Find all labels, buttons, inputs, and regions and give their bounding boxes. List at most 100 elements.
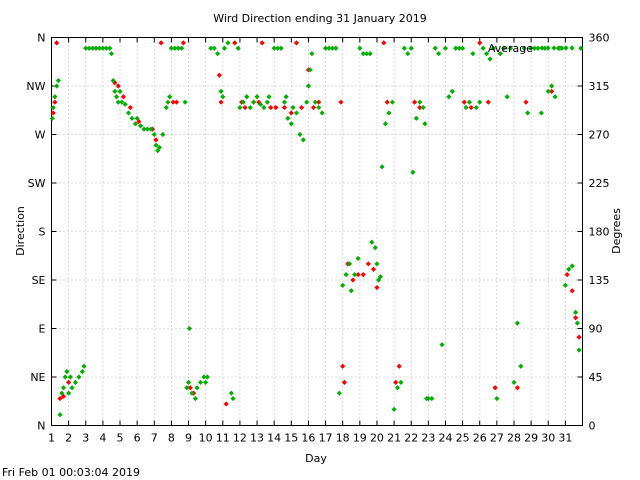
data-point: [144, 126, 151, 132]
chart-title: Wird Direction ending 31 January 2019: [213, 12, 427, 25]
data-point: [232, 40, 238, 46]
data-point: [137, 123, 144, 129]
data-point: [288, 110, 294, 116]
data-point: [60, 385, 67, 391]
data-point: [377, 274, 383, 280]
data-point: [410, 169, 416, 175]
data-point: [417, 99, 423, 105]
data-point: [521, 45, 527, 51]
y-axis-label-right: Degrees: [610, 208, 623, 254]
x-tick-label: 4: [99, 432, 106, 445]
data-point: [333, 45, 339, 51]
data-point: [523, 99, 529, 105]
data-point: [466, 99, 473, 105]
data-point: [50, 110, 56, 116]
data-point: [566, 266, 572, 272]
data-point: [158, 40, 164, 46]
data-point: [160, 131, 166, 138]
data-point: [514, 320, 521, 326]
series-1: [50, 40, 582, 407]
x-tick-label: 3: [82, 432, 89, 445]
data-point: [338, 99, 344, 105]
data-point: [309, 51, 315, 57]
data-point: [285, 115, 291, 121]
data-point: [76, 374, 82, 380]
data-point: [69, 385, 75, 391]
data-point: [107, 45, 113, 51]
data-point: [127, 104, 133, 111]
legend-marker: [539, 45, 545, 51]
data-point: [173, 99, 180, 105]
data-point: [122, 101, 128, 107]
data-point: [275, 45, 281, 51]
data-point: [538, 110, 544, 116]
data-point: [329, 45, 336, 51]
data-point: [453, 45, 459, 51]
data-point: [244, 94, 250, 100]
legend-marker: [551, 45, 557, 51]
data-point: [208, 45, 214, 51]
data-point: [242, 104, 248, 111]
data-point: [266, 94, 272, 100]
y-tick-label-left: SE: [32, 274, 46, 287]
y-tick-label-left: NW: [26, 80, 45, 93]
data-point: [549, 88, 555, 94]
data-point: [468, 104, 474, 111]
data-point: [370, 266, 377, 272]
data-point: [221, 45, 228, 51]
data-point: [257, 101, 264, 107]
data-point: [569, 288, 575, 294]
data-point: [230, 395, 236, 402]
x-tick-label: 1: [48, 432, 55, 445]
data-point: [96, 45, 103, 51]
data-point: [490, 45, 497, 51]
data-point: [247, 104, 253, 111]
x-tick-label: 28: [507, 432, 521, 445]
y-tick-label-right: 315: [589, 80, 610, 93]
data-point: [369, 239, 375, 245]
y-tick-label-left: S: [39, 226, 46, 239]
x-tick-label: 23: [421, 432, 435, 445]
data-point: [237, 104, 243, 111]
data-point: [470, 51, 476, 57]
x-tick-label: 17: [319, 432, 333, 445]
data-point: [477, 99, 483, 105]
data-point: [72, 379, 79, 385]
data-point: [569, 263, 575, 269]
data-point: [576, 347, 582, 353]
data-point: [442, 45, 449, 51]
data-point: [316, 104, 322, 111]
grid: [51, 37, 583, 426]
legend-label: Average: [488, 42, 533, 55]
data-point: [264, 99, 270, 105]
data-point: [367, 51, 373, 57]
data-point: [172, 45, 178, 51]
y-tick-label-right: 225: [589, 177, 610, 190]
x-tick-label: 31: [558, 432, 572, 445]
data-point: [389, 99, 395, 105]
data-point: [497, 51, 503, 57]
legend: Average: [488, 42, 575, 55]
data-point: [549, 83, 555, 89]
data-points: [49, 40, 584, 418]
data-point: [170, 99, 176, 105]
data-point: [273, 104, 279, 111]
data-point: [220, 94, 226, 100]
data-point: [186, 325, 192, 332]
data-point: [57, 395, 63, 402]
data-point: [412, 99, 418, 105]
data-point: [573, 309, 579, 315]
data-point: [439, 342, 445, 348]
data-point: [545, 88, 551, 94]
x-tick-label: 21: [387, 432, 401, 445]
data-point: [288, 121, 294, 127]
data-point: [355, 272, 361, 278]
data-point: [346, 261, 353, 267]
data-point: [49, 115, 55, 121]
x-tick-label: 19: [353, 432, 367, 445]
x-tick-label: 8: [168, 432, 175, 445]
x-tick-label: 20: [370, 432, 384, 445]
data-point: [573, 315, 579, 321]
data-point: [326, 45, 332, 51]
